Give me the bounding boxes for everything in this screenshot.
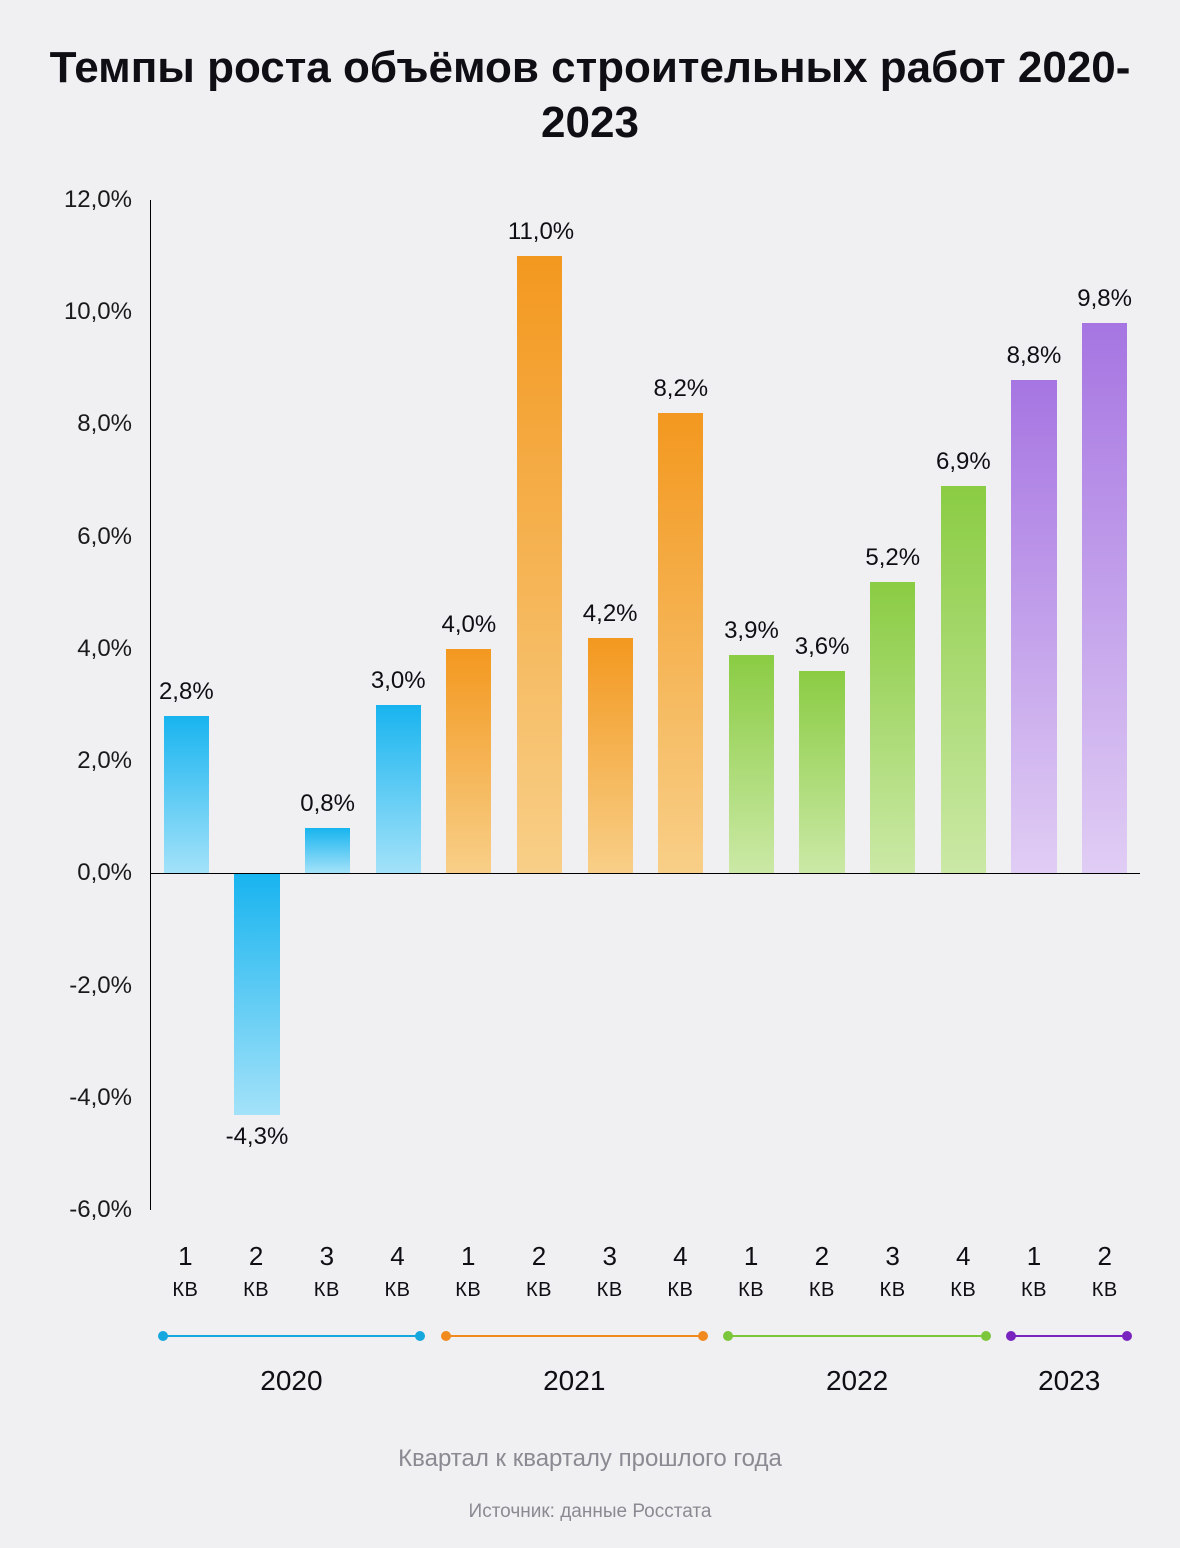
- y-axis: 12,0%10,0%8,0%6,0%4,0%2,0%0,0%-2,0%-4,0%…: [40, 200, 150, 1210]
- bar: -4,3%: [234, 873, 279, 1114]
- bar-value-label: 4,2%: [579, 600, 642, 628]
- bar-slot: 4,2%: [575, 200, 646, 1210]
- bar-value-label: 4,0%: [437, 611, 500, 639]
- year-label: 2021: [433, 1365, 716, 1397]
- year-band: [446, 1335, 703, 1337]
- bar: 5,2%: [870, 582, 915, 874]
- bar-slot: 9,8%: [1069, 200, 1140, 1210]
- bar: 6,9%: [941, 486, 986, 873]
- bar-value-label: 5,2%: [861, 544, 924, 572]
- x-tick: 2КВ: [1069, 1238, 1140, 1305]
- y-tick: 6,0%: [77, 523, 132, 551]
- year-label: 2023: [999, 1365, 1140, 1397]
- bar-value-label: -4,3%: [225, 1123, 288, 1151]
- x-tick: 2КВ: [786, 1238, 857, 1305]
- bar-value-label: 3,9%: [720, 617, 783, 645]
- bar: 2,8%: [164, 716, 209, 873]
- y-tick: 8,0%: [77, 410, 132, 438]
- x-tick: 1КВ: [999, 1238, 1070, 1305]
- x-tick: 3КВ: [857, 1238, 928, 1305]
- y-tick: 12,0%: [64, 186, 132, 214]
- bar-value-label: 8,2%: [649, 375, 712, 403]
- bar-slot: 11,0%: [504, 200, 575, 1210]
- x-tick: 4КВ: [645, 1238, 716, 1305]
- bar-value-label: 6,9%: [932, 448, 995, 476]
- chart-source: Источник: данные Росстата: [40, 1501, 1140, 1523]
- bar-value-label: 9,8%: [1073, 285, 1136, 313]
- year-labels: 2020202120222023: [150, 1365, 1140, 1397]
- y-tick: 0,0%: [77, 859, 132, 887]
- bar-value-label: 0,8%: [296, 790, 359, 818]
- y-tick: 4,0%: [77, 635, 132, 663]
- bar-slot: 6,9%: [928, 200, 999, 1210]
- bar-slot: 5,2%: [857, 200, 928, 1210]
- x-tick: 1КВ: [716, 1238, 787, 1305]
- year-band: [163, 1335, 420, 1337]
- bar: 4,0%: [446, 649, 491, 873]
- x-tick: 2КВ: [504, 1238, 575, 1305]
- bar-slot: 0,8%: [292, 200, 363, 1210]
- y-tick: -4,0%: [69, 1084, 132, 1112]
- chart-container: Темпы роста объёмов строительных работ 2…: [0, 0, 1180, 1548]
- bar-value-label: 11,0%: [508, 218, 571, 246]
- bar-slot: 3,9%: [716, 200, 787, 1210]
- year-band: [1011, 1335, 1127, 1337]
- bar-slot: -4,3%: [222, 200, 293, 1210]
- bar: 9,8%: [1082, 323, 1127, 873]
- bar: 4,2%: [588, 638, 633, 874]
- x-tick: 4КВ: [362, 1238, 433, 1305]
- bar-value-label: 3,0%: [367, 667, 430, 695]
- y-tick: -2,0%: [69, 972, 132, 1000]
- y-tick: -6,0%: [69, 1196, 132, 1224]
- bar-slot: 4,0%: [434, 200, 505, 1210]
- year-label: 2020: [150, 1365, 433, 1397]
- plot: 2,8%-4,3%0,8%3,0%4,0%11,0%4,2%8,2%3,9%3,…: [150, 200, 1140, 1210]
- bar: 3,6%: [799, 671, 844, 873]
- bar-slot: 2,8%: [151, 200, 222, 1210]
- chart-area: 12,0%10,0%8,0%6,0%4,0%2,0%0,0%-2,0%-4,0%…: [40, 200, 1140, 1397]
- bar-slot: 3,0%: [363, 200, 434, 1210]
- bar-slot: 3,6%: [787, 200, 858, 1210]
- y-tick: 10,0%: [64, 298, 132, 326]
- x-tick: 3КВ: [574, 1238, 645, 1305]
- x-tick: 1КВ: [433, 1238, 504, 1305]
- x-tick: 2КВ: [221, 1238, 292, 1305]
- x-axis: 1КВ2КВ3КВ4КВ1КВ2КВ3КВ4КВ1КВ2КВ3КВ4КВ1КВ2…: [150, 1210, 1140, 1305]
- bar: 3,9%: [729, 655, 774, 874]
- bar-slot: 8,8%: [999, 200, 1070, 1210]
- year-band: [728, 1335, 985, 1337]
- x-tick: 4КВ: [928, 1238, 999, 1305]
- chart-subtitle: Квартал к кварталу прошлого года: [40, 1445, 1140, 1473]
- bar: 8,2%: [658, 413, 703, 873]
- year-label: 2022: [716, 1365, 999, 1397]
- y-tick: 2,0%: [77, 747, 132, 775]
- year-bands: [150, 1327, 1140, 1347]
- x-tick: 1КВ: [150, 1238, 221, 1305]
- bar-value-label: 3,6%: [790, 633, 853, 661]
- bar: 0,8%: [305, 828, 350, 873]
- bars-layer: 2,8%-4,3%0,8%3,0%4,0%11,0%4,2%8,2%3,9%3,…: [151, 200, 1140, 1210]
- plot-region: 12,0%10,0%8,0%6,0%4,0%2,0%0,0%-2,0%-4,0%…: [40, 200, 1140, 1210]
- zero-line: [151, 873, 1140, 874]
- bar-value-label: 2,8%: [155, 678, 218, 706]
- bar-slot: 8,2%: [645, 200, 716, 1210]
- bar: 8,8%: [1011, 380, 1056, 874]
- bar: 11,0%: [517, 256, 562, 873]
- chart-title: Темпы роста объёмов строительных работ 2…: [40, 40, 1140, 150]
- bar: 3,0%: [376, 705, 421, 873]
- bar-value-label: 8,8%: [1002, 342, 1065, 370]
- x-tick: 3КВ: [291, 1238, 362, 1305]
